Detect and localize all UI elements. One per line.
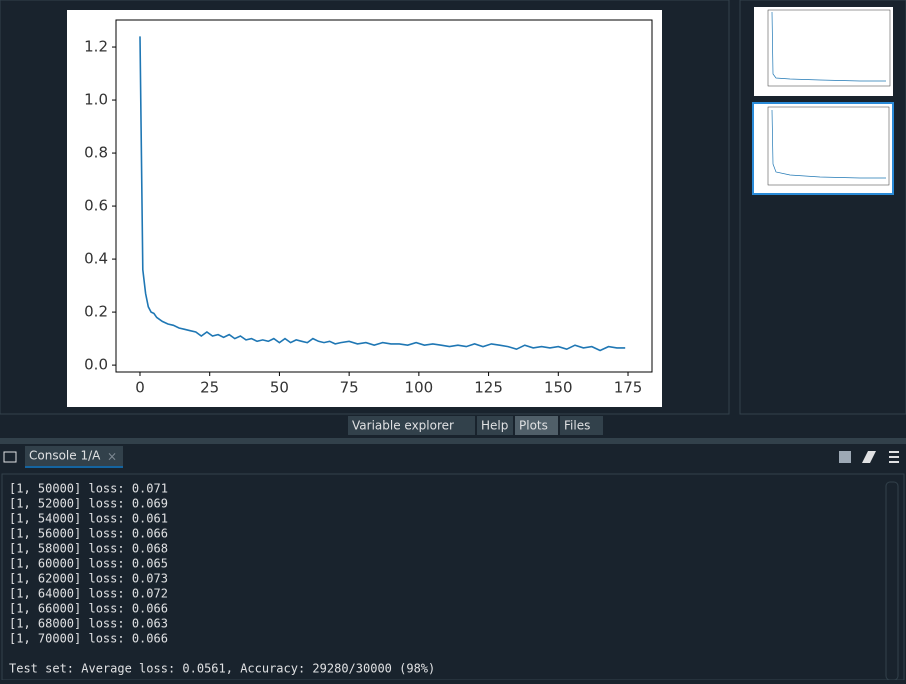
thumbnail-1[interactable] [754, 7, 893, 96]
x-tick-label: 50 [270, 379, 289, 397]
console-line: [1, 54000] loss: 0.061 [9, 512, 168, 526]
console-tab-underline [25, 466, 123, 468]
y-tick-label: 0.4 [84, 250, 108, 268]
pane-tab-label[interactable]: Files [564, 419, 590, 433]
console-line: [1, 56000] loss: 0.066 [9, 527, 168, 541]
pane-tab-bg [477, 416, 513, 435]
console-line: [1, 68000] loss: 0.063 [9, 617, 168, 631]
pane-icon[interactable] [3, 451, 17, 463]
thumbnail-axes [767, 9, 891, 87]
thumbnail-axes [767, 106, 890, 186]
console-line: [1, 50000] loss: 0.071 [9, 482, 168, 496]
pane-tab-label[interactable]: Plots [519, 419, 548, 433]
y-tick-label: 0.8 [84, 144, 108, 162]
console-line: [1, 66000] loss: 0.066 [9, 602, 168, 616]
console-result: Test set: Average loss: 0.0561, Accuracy… [9, 662, 435, 676]
console-line: [1, 60000] loss: 0.065 [9, 557, 168, 571]
console-line: [1, 70000] loss: 0.066 [9, 632, 168, 646]
x-tick-label: 125 [474, 379, 503, 397]
y-tick-label: 0.0 [84, 356, 108, 374]
close-tab[interactable]: × [107, 450, 117, 464]
axes-frame [115, 19, 653, 373]
thumbnail-2[interactable] [752, 102, 894, 195]
console-line: [1, 52000] loss: 0.069 [9, 497, 168, 511]
x-tick-label: 25 [200, 379, 219, 397]
pane-tab[interactable]: Plots [515, 416, 558, 435]
pane-tab-bg [348, 416, 475, 435]
x-tick-label: 0 [135, 379, 145, 397]
thumbnail[interactable] [754, 7, 893, 96]
loss-line [139, 36, 626, 352]
thumbnail-line [771, 11, 886, 82]
console-header [0, 444, 906, 473]
console-area [1, 473, 905, 681]
clear-button[interactable] [862, 451, 876, 463]
x-tick-label: 175 [614, 379, 643, 397]
x-tick-label: 150 [544, 379, 573, 397]
x-tick-label: 75 [340, 379, 359, 397]
menu-button[interactable] [889, 451, 899, 463]
pane-tab[interactable]: Variable explorer [348, 416, 475, 435]
console-line: [1, 64000] loss: 0.072 [9, 587, 168, 601]
console-tab-label[interactable]: Console 1/A [29, 449, 101, 463]
console-tab[interactable] [25, 446, 123, 468]
console-line: [1, 62000] loss: 0.073 [9, 572, 168, 586]
y-tick-label: 1.2 [84, 38, 108, 56]
thumbnail-line [771, 109, 886, 179]
pane-tab-bg [515, 416, 558, 435]
pane-tab-label[interactable]: Variable explorer [352, 419, 454, 433]
pane-tab-label[interactable]: Help [481, 419, 508, 433]
pane-tab[interactable]: Help [477, 416, 513, 435]
y-tick-label: 1.0 [84, 91, 108, 109]
splitter [0, 438, 906, 444]
pane-tab-bg [560, 416, 603, 435]
pane-tab[interactable]: Files [560, 416, 603, 435]
y-tick-label: 0.6 [84, 197, 108, 215]
y-tick-label: 0.2 [84, 303, 108, 321]
console-line: [1, 58000] loss: 0.068 [9, 542, 168, 556]
stop-button[interactable] [839, 451, 851, 463]
x-tick-label: 100 [405, 379, 434, 397]
thumbnail[interactable] [752, 102, 894, 195]
figure [67, 10, 662, 407]
